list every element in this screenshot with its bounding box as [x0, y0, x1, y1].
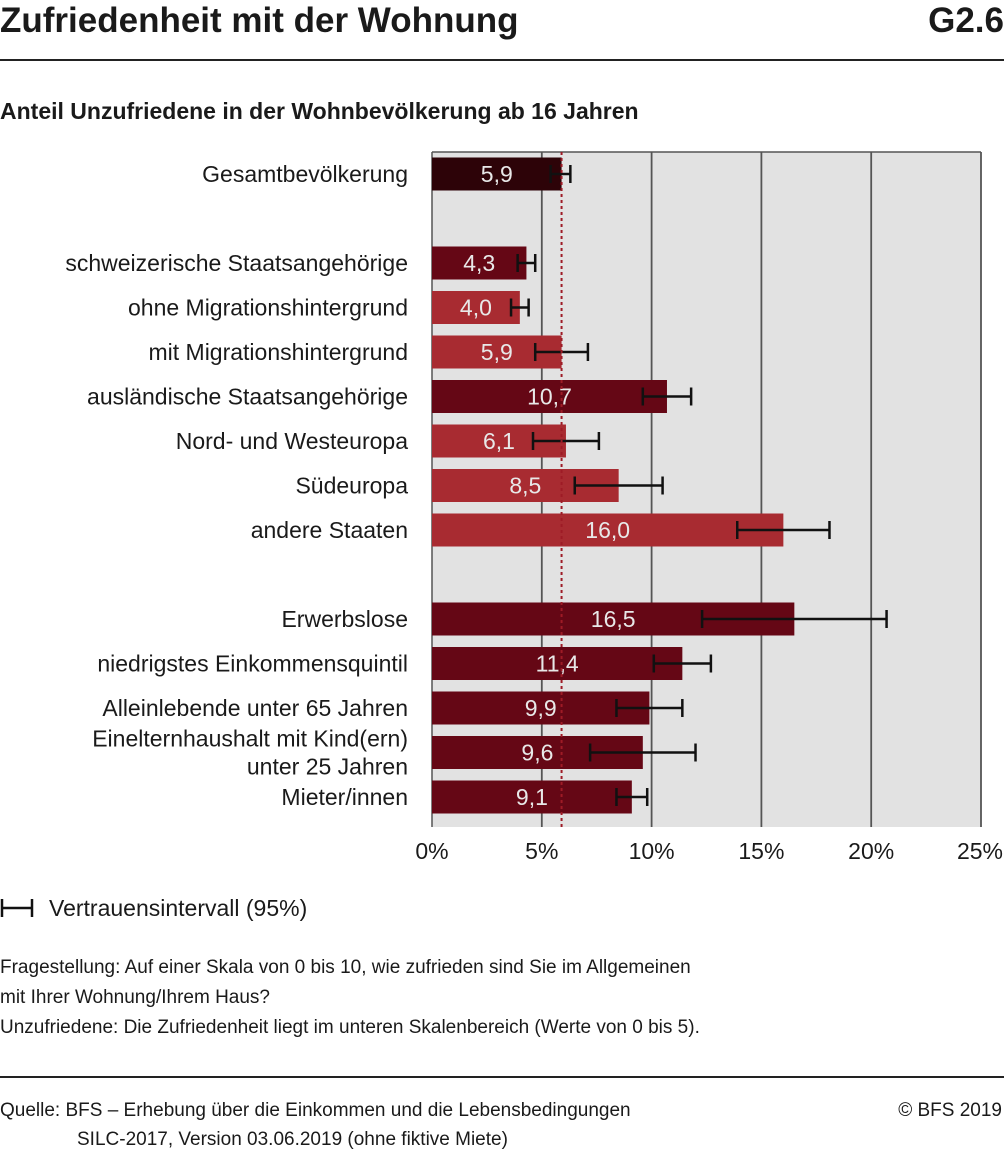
copyright: © BFS 2019 [898, 1100, 1002, 1121]
bar [432, 380, 667, 413]
category-label: Südeuropa [295, 473, 408, 499]
category-label: mit Migrationshintergrund [148, 339, 408, 365]
bar-value-label: 11,4 [536, 651, 579, 677]
bottom-rule [0, 1076, 1004, 1078]
x-tick-label: 15% [738, 838, 784, 864]
source-line1: Quelle: BFS – Erhebung über die Einkomme… [0, 1100, 631, 1121]
error-bar-legend-icon [0, 899, 34, 917]
category-label: schweizerische Staatsangehörige [65, 250, 408, 276]
x-tick-label: 5% [525, 838, 558, 864]
bar [432, 291, 520, 324]
x-tick-label: 10% [629, 838, 675, 864]
top-rule [0, 59, 1004, 61]
bar [432, 780, 632, 814]
bar [432, 513, 784, 547]
x-tick-label: 20% [848, 838, 894, 864]
bar-value-label: 5,9 [481, 339, 513, 365]
bar-value-label: 16,5 [591, 606, 636, 632]
chart-code: G2.6 [928, 1, 1004, 40]
note-definition: Unzufriedene: Die Zufriedenheit liegt im… [0, 1017, 700, 1038]
bar-value-label: 4,3 [463, 250, 495, 276]
bar [432, 246, 527, 280]
chart-subtitle: Anteil Unzufriedene in der Wohnbevölkeru… [0, 98, 639, 124]
bar [432, 157, 562, 191]
category-label: unter 25 Jahren [247, 754, 408, 780]
bar-value-label: 4,0 [460, 295, 492, 321]
category-label: ohne Migrationshintergrund [128, 295, 408, 321]
bar-chart: 0% 5% 10% 15% 20% 25% 5,9 Gesamtbevölkerung 4,3 s… [65, 151, 1003, 864]
legend-label: Vertrauensintervall (95%) [49, 895, 308, 921]
bar-value-label: 9,1 [516, 784, 548, 810]
bar-value-label: 10,7 [527, 384, 572, 410]
category-label: niedrigstes Einkommensquintil [97, 651, 408, 677]
category-label: Erwerbslose [281, 606, 408, 632]
bar [432, 647, 683, 680]
bar-value-label: 9,9 [525, 695, 557, 721]
category-label: Mieter/innen [281, 784, 408, 810]
category-label: Alleinlebende unter 65 Jahren [102, 695, 408, 721]
bar-value-label: 9,6 [521, 740, 553, 766]
category-label: Einelternhaushalt mit Kind(ern) [92, 726, 408, 752]
category-label: ausländische Staatsangehörige [87, 384, 408, 410]
x-tick-label: 25% [957, 838, 1003, 864]
bar-value-label: 5,9 [481, 161, 513, 187]
bar-value-label: 6,1 [483, 428, 515, 454]
bar-value-label: 16,0 [585, 517, 630, 543]
source-line2: SILC-2017, Version 03.06.2019 (ohne fikt… [77, 1129, 508, 1150]
category-label: andere Staaten [251, 517, 408, 543]
x-tick-label: 0% [415, 838, 448, 864]
category-label: Nord- und Westeuropa [176, 428, 408, 454]
chart-title: Zufriedenheit mit der Wohnung [0, 1, 519, 40]
bar [432, 691, 650, 725]
note-question-line2: mit Ihrer Wohnung/Ihrem Haus? [0, 987, 270, 1008]
note-question-line1: Fragestellung: Auf einer Skala von 0 bis… [0, 957, 691, 978]
category-label: Gesamtbevölkerung [202, 161, 408, 187]
bar-value-label: 8,5 [509, 473, 541, 499]
